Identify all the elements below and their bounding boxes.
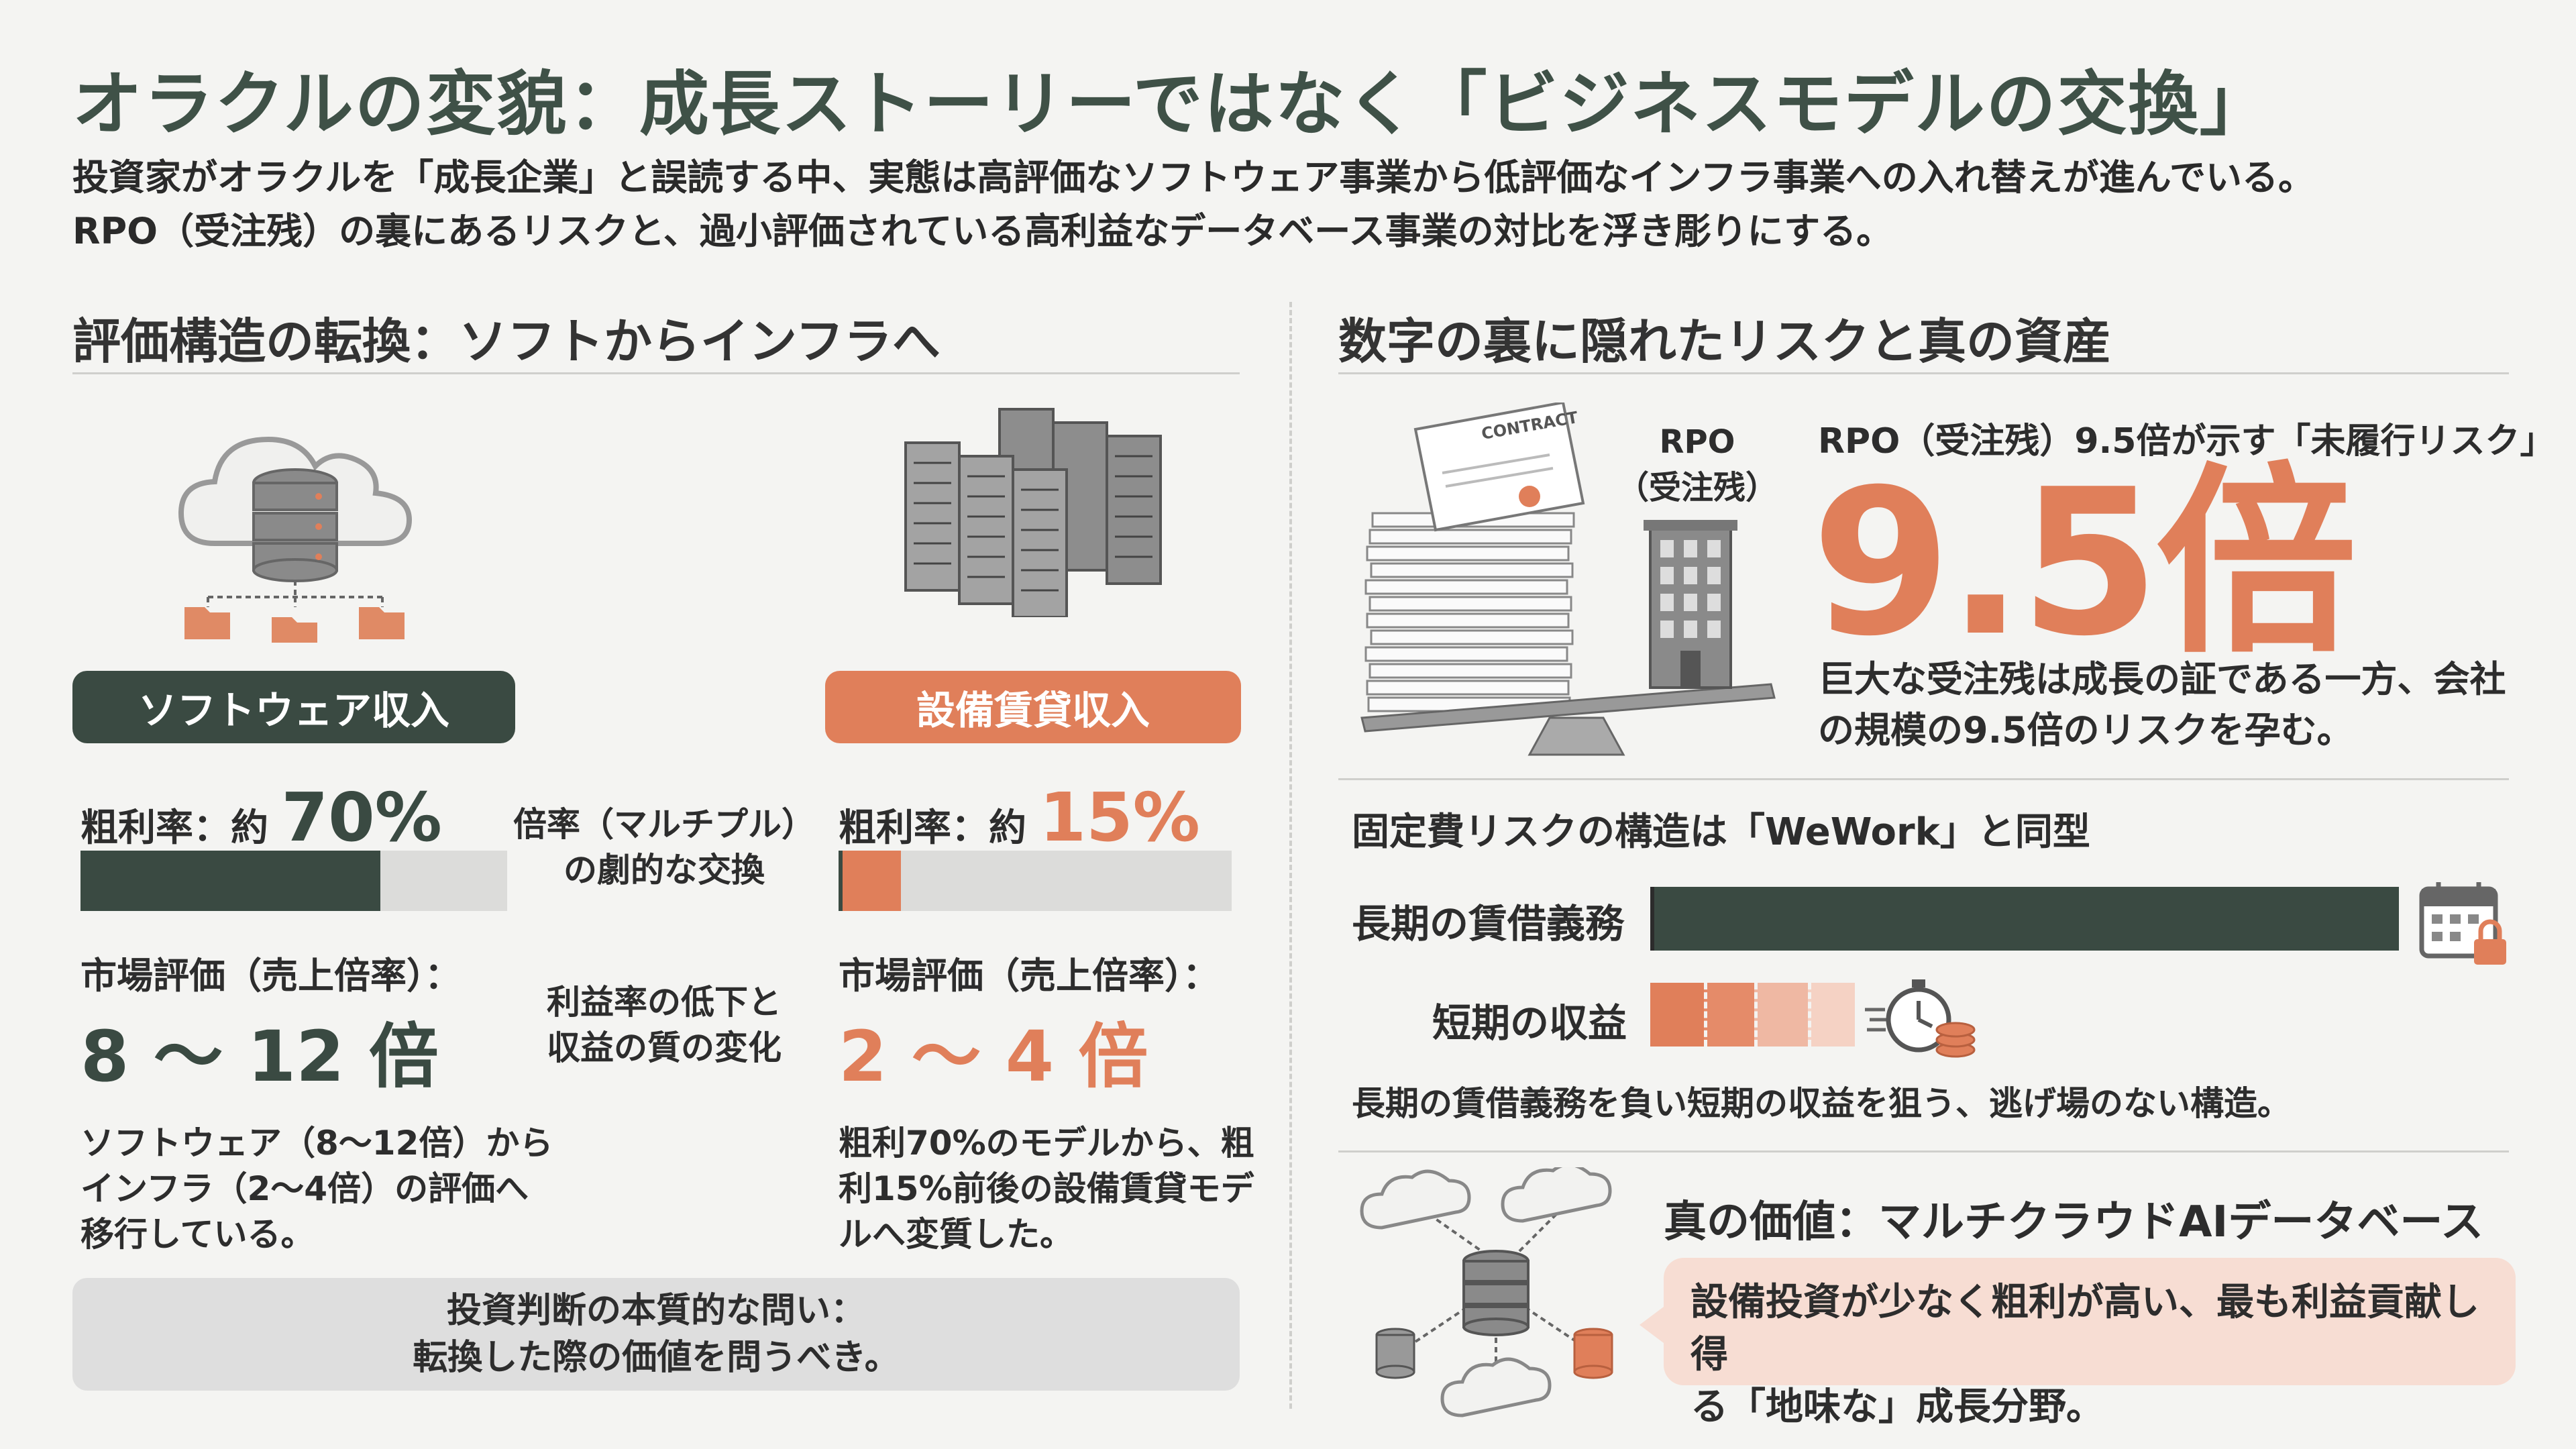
software-note-line-3: 移行している。 [80,1215,315,1254]
rpo-label-line-1: RPO [1659,423,1735,461]
bubble-line-1: 設備投資が少なく粗利が高い、最も利益貢献し得 [1690,1281,2479,1377]
margin-change-line-2: 収益の質の変化 [547,1028,782,1067]
rpo-description-line-1: 巨大な受注残は成長の証である一方、会社 [1818,658,2506,700]
long-term-lease-label: 長期の賃借義務 [1352,901,1625,947]
fixed-cost-note: 長期の賃借義務を負い短期の収益を狙う、逃げ場のない構造。 [1352,1084,2291,1123]
cloud-database-icon [178,436,413,643]
software-margin: 粗利率：約 70% [80,778,442,857]
multiple-exchange-line-2: の劇的な交換 [564,851,765,890]
section-divider [1289,302,1292,1409]
calendar-lock-icon [2419,882,2506,965]
software-revenue-label: ソフトウェア収入 [72,671,515,743]
right-section-heading: 数字の裏に隠れたリスクと真の資産 [1338,313,2112,370]
infra-note-line-2: 利15%前後の設備賃貸モデ [839,1169,1254,1208]
question-line-2: 転換した際の価値を問うべき。 [413,1338,900,1378]
infra-note-line-3: ルへ変質した。 [839,1215,1073,1254]
short-revenue-block-3 [1754,983,1811,1046]
software-valuation-value: 8 ～ 12 倍 [80,1016,439,1097]
short-revenue-block-4 [1808,983,1855,1046]
rpo-multiple-value: 9.5倍 [1811,446,2357,680]
true-value-bubble: 設備投資が少なく粗利が高い、最も利益貢献し得 る「地味な」成長分野。 [1640,1258,2516,1429]
investment-question-box: 投資判断の本質的な問い： 転換した際の価値を問うべき。 [72,1278,1240,1391]
infra-valuation-label: 市場評価（売上倍率）： [839,955,1219,997]
contract-seesaw-icon: CONTRACT [1360,402,1776,756]
page-title: オラクルの変貌：成長ストーリーではなく「ビジネスモデルの交換」 [72,63,2271,145]
fixed-cost-divider [1338,1150,2509,1152]
infra-margin-label: 粗利率：約 [839,806,1026,850]
left-heading-rule [72,372,1240,374]
true-value-title: 真の価値：マルチクラウドAIデータベース [1664,1197,2484,1247]
fixed-cost-title: 固定費リスクの構造は「WeWork」と同型 [1352,810,2090,854]
rpo-risk-title: RPO（受注残）9.5倍が示す「未履行リスク」 [1818,421,2555,462]
left-section-heading: 評価構造の転換：ソフトからインフラへ [72,313,941,370]
rpo-description: 巨大な受注残は成長の証である一方、会社 の規模の9.5倍のリスクを孕む。 [1818,654,2506,756]
long-term-lease-bar [1650,887,2399,951]
infra-margin-value: 15% [1039,778,1200,857]
infra-note: 粗利70%のモデルから、粗 利15%前後の設備賃貸モデ ルへ変質した。 [839,1120,1254,1257]
software-note-line-2: インフラ（2～4倍）の評価へ [80,1169,529,1208]
software-note: ソフトウェア（8～12倍）から インフラ（2～4倍）の評価へ 移行している。 [80,1120,553,1257]
page-subtitle: 投資家がオラクルを「成長企業」と誤読する中、実態は高評価なソフトウェア事業から低… [72,151,2314,258]
stopwatch-coins-icon [1865,979,1976,1058]
equipment-rental-label: 設備賃貸収入 [825,671,1241,743]
bubble-line-2: る「地味な」成長分野。 [1690,1385,2104,1429]
subtitle-line-1: 投資家がオラクルを「成長企業」と誤読する中、実態は高評価なソフトウェア事業から低… [72,156,2315,199]
rpo-divider [1338,778,2509,780]
multiple-exchange-line-1: 倍率（マルチプル） [513,805,815,844]
infra-note-line-1: 粗利70%のモデルから、粗 [839,1124,1254,1163]
margin-change-text: 利益率の低下と 収益の質の変化 [510,979,818,1071]
infra-valuation-value: 2 ～ 4 倍 [839,1016,1148,1097]
software-margin-label: 粗利率：約 [80,806,268,850]
server-rack-icon [904,408,1162,617]
short-term-revenue-label: 短期の収益 [1432,1000,1627,1046]
short-revenue-block-2 [1704,983,1758,1046]
multicloud-database-icon [1360,1167,1613,1417]
infra-margin-bar [839,851,1232,911]
software-margin-bar-fill [85,851,380,911]
software-valuation-label: 市場評価（売上倍率）： [80,955,461,997]
margin-change-line-1: 利益率の低下と [547,983,782,1022]
right-heading-rule [1338,372,2509,374]
rpo-label-line-2: （受注残） [1617,469,1778,506]
infra-margin-bar-fill [843,851,901,911]
rpo-label: RPO （受注残） [1617,419,1778,511]
software-note-line-1: ソフトウェア（8～12倍）から [80,1124,553,1163]
short-revenue-block-1 [1650,983,1714,1046]
multiple-exchange-text: 倍率（マルチプル） の劇的な交換 [510,802,818,893]
question-line-1: 投資判断の本質的な問い： [446,1291,865,1331]
software-margin-value: 70% [281,778,442,857]
software-margin-bar [80,851,507,911]
rpo-description-line-2: の規模の9.5倍のリスクを孕む。 [1818,709,2353,751]
infra-margin: 粗利率：約 15% [839,778,1200,857]
subtitle-line-2: RPO（受注残）の裏にあるリスクと、過小評価されている高利益なデータベース事業の… [72,210,1893,252]
